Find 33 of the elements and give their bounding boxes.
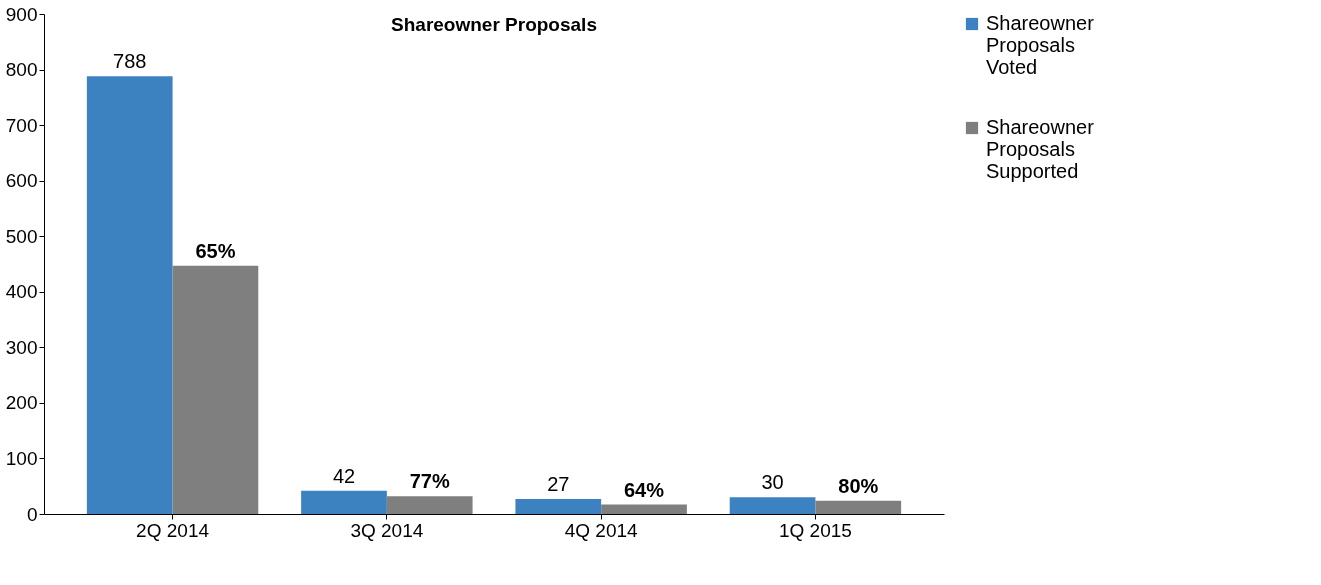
data-label: 30 bbox=[761, 471, 784, 494]
y-tick-label: 700 bbox=[5, 114, 38, 136]
y-tick-label: 500 bbox=[5, 225, 38, 247]
bar bbox=[729, 497, 816, 514]
bar bbox=[386, 496, 473, 514]
chart-title: Shareowner Proposals bbox=[391, 14, 597, 35]
bar bbox=[601, 504, 687, 514]
y-tick-label: 200 bbox=[5, 392, 38, 414]
bar bbox=[515, 499, 602, 514]
y-tick-label: 800 bbox=[5, 59, 38, 81]
annotation: 65% bbox=[195, 239, 236, 262]
annotation: 77% bbox=[409, 470, 450, 493]
annotation: 64% bbox=[623, 478, 665, 501]
legend-label: Shareowner Proposals Supported bbox=[986, 116, 1095, 182]
bar bbox=[172, 265, 259, 514]
data-label: 27 bbox=[547, 473, 570, 495]
y-tick-label: 0 bbox=[26, 503, 38, 525]
x-tick-label: 1Q 2015 bbox=[778, 519, 852, 541]
data-label: 42 bbox=[332, 464, 356, 487]
legend-label: Shareowner Proposals Voted bbox=[986, 12, 1095, 78]
x-tick-label: 4Q 2014 bbox=[564, 519, 639, 541]
data-label: 788 bbox=[113, 50, 147, 73]
annotation: 80% bbox=[838, 474, 879, 497]
y-tick-label: 300 bbox=[5, 336, 38, 358]
y-tick-label: 600 bbox=[5, 170, 38, 192]
y-tick-label: 400 bbox=[5, 281, 38, 303]
x-tick-label: 3Q 2014 bbox=[350, 519, 424, 541]
x-tick-label: 2Q 2014 bbox=[136, 519, 210, 541]
y-tick-label: 900 bbox=[5, 3, 38, 25]
bar bbox=[815, 500, 902, 514]
bar bbox=[86, 76, 173, 514]
bar bbox=[301, 490, 387, 514]
y-tick-label: 100 bbox=[5, 447, 38, 469]
